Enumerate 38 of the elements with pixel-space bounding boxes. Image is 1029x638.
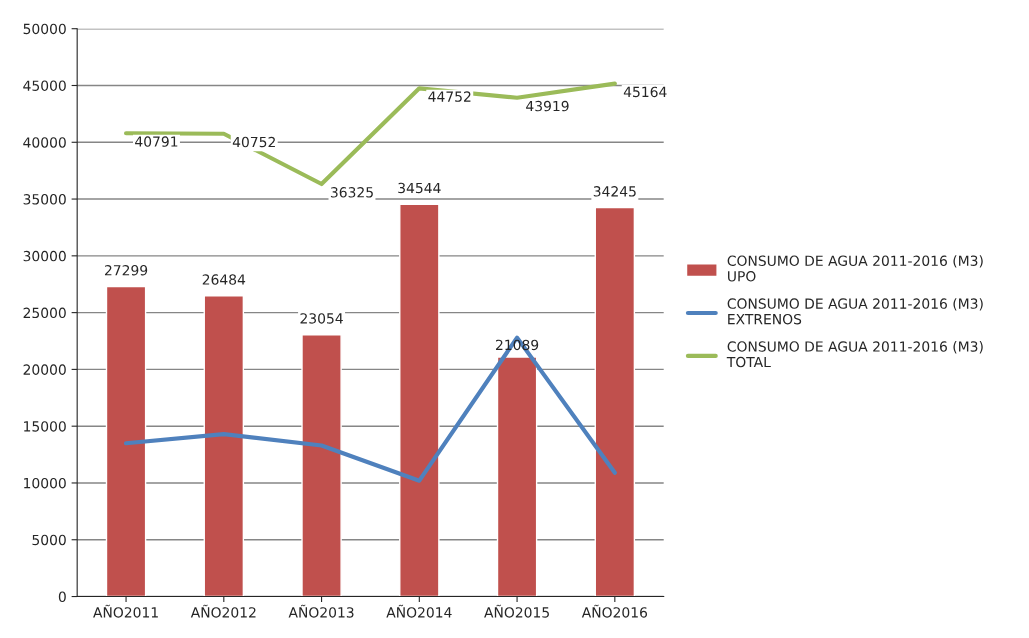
y-tick-label: 25000 <box>23 307 66 319</box>
data-label: 43919 <box>526 100 569 112</box>
y-tick-label: 35000 <box>23 194 66 205</box>
y-tick-label: 15000 <box>24 421 66 432</box>
bar <box>301 334 342 597</box>
bar <box>399 203 440 597</box>
data-label: 44752 <box>428 91 471 102</box>
x-tick-label: AÑO2012 <box>190 604 256 618</box>
data-label: 36325 <box>330 187 373 198</box>
y-tick-label: 30000 <box>23 250 66 262</box>
y-tick-label: 40000 <box>23 137 66 148</box>
bar <box>203 295 245 597</box>
x-tick-label: AÑO2015 <box>484 604 549 618</box>
legend-label: CONSUMO DE AGUA 2011-2016 (M3) EXTRENOS <box>727 298 983 325</box>
bar <box>105 285 147 597</box>
data-label: 45164 <box>623 86 667 98</box>
data-label: 23054 <box>300 313 343 324</box>
legend-label: CONSUMO DE AGUA 2011-2016 (M3) UPO <box>727 255 983 282</box>
y-tick-label: 10000 <box>24 477 66 489</box>
y-tick-label: 50000 <box>23 23 66 35</box>
data-label: 40791 <box>135 136 178 147</box>
y-tick-label: 20000 <box>23 364 66 375</box>
x-tick-label: AÑO2011 <box>93 604 158 618</box>
bar <box>496 356 538 597</box>
data-label: 34544 <box>398 182 441 194</box>
bar <box>594 206 636 597</box>
data-label: 34245 <box>593 186 636 197</box>
y-tick-label: 5000 <box>32 534 66 546</box>
y-tick-label: 45000 <box>23 80 66 91</box>
data-label: 27299 <box>104 264 148 276</box>
x-tick-label: AÑO2014 <box>386 604 452 618</box>
legend-label: CONSUMO DE AGUA 2011-2016 (M3) TOTAL <box>726 341 983 368</box>
line-series <box>123 335 617 483</box>
data-label: 40752 <box>232 136 275 148</box>
x-tick-label: AÑO2013 <box>288 604 354 618</box>
data-label: 26484 <box>202 274 246 285</box>
y-tick-label: 0 <box>58 591 66 602</box>
x-tick-label: AÑO2016 <box>581 604 648 618</box>
